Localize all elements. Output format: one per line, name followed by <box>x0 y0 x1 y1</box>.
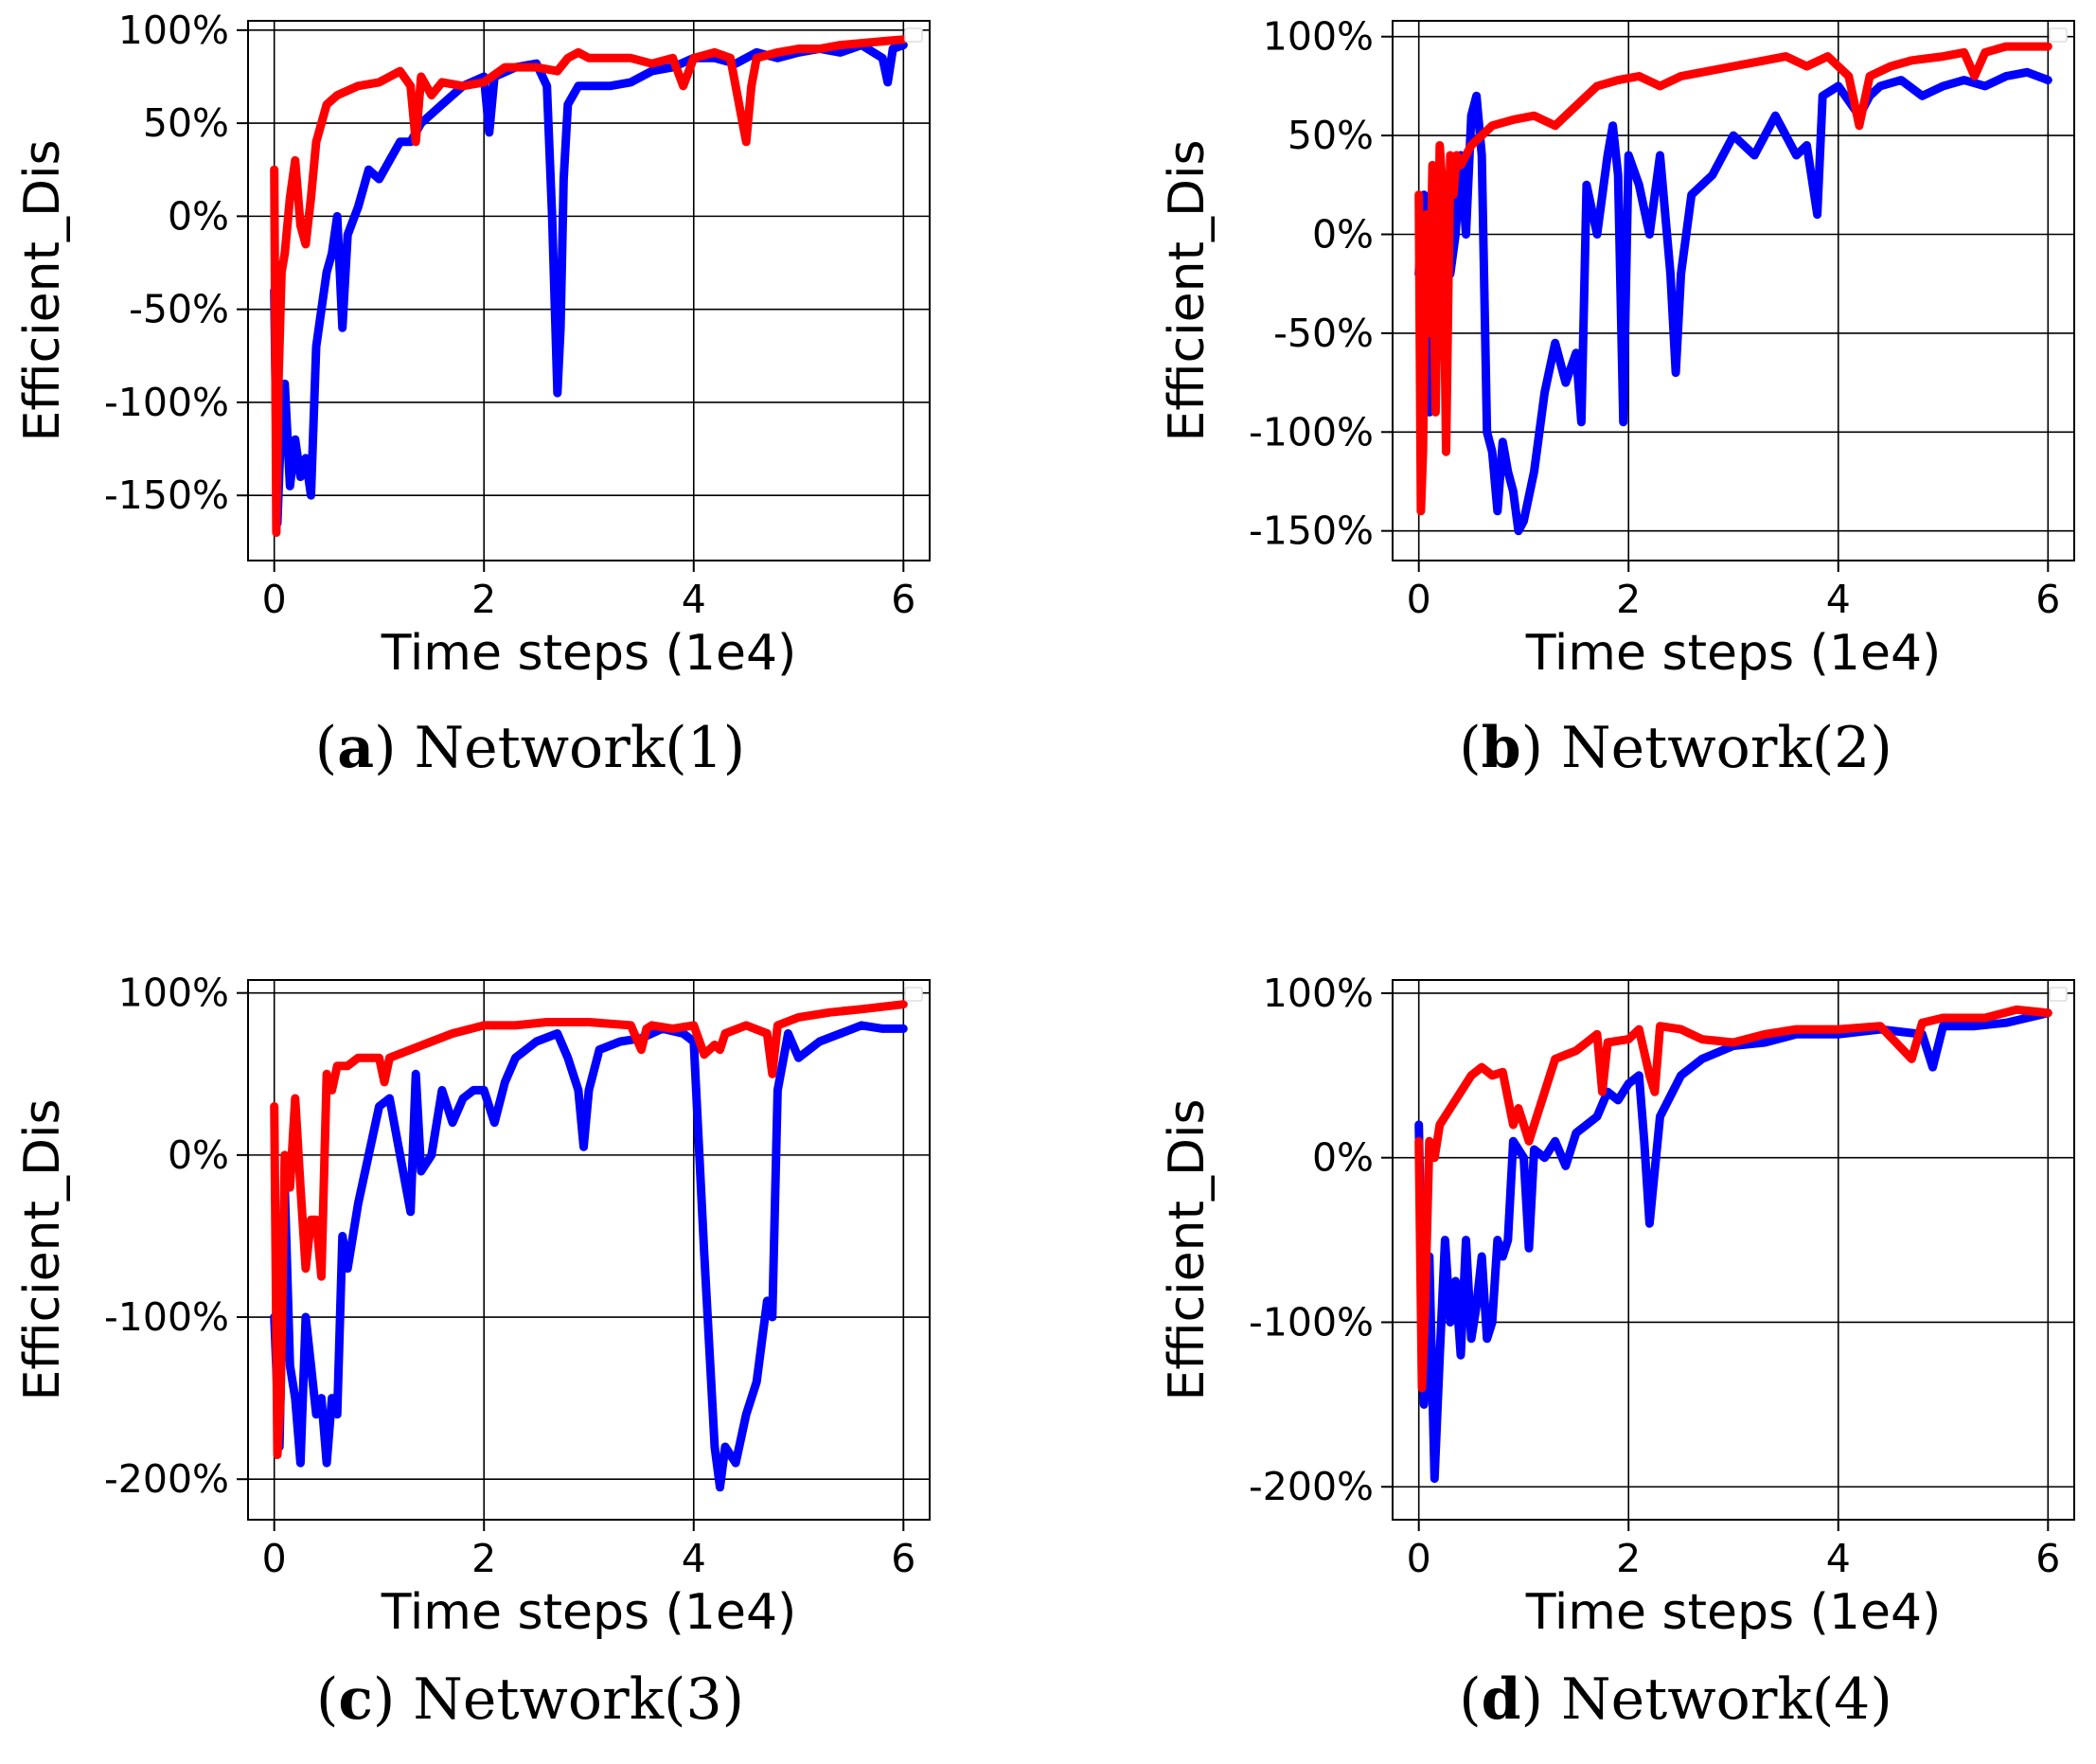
caption-title: Network(2) <box>1561 715 1892 781</box>
panel-caption: (c) Network(3) <box>316 1666 744 1733</box>
y-tick-label: -100% <box>104 380 229 425</box>
y-tick-label: 100% <box>118 971 229 1016</box>
y-tick-label: 0% <box>1312 1135 1374 1181</box>
x-tick-label: 4 <box>1826 577 1851 622</box>
caption-letter: d <box>1482 1666 1521 1733</box>
plot-frame <box>1392 979 2075 1521</box>
series-line-blue <box>270 41 908 528</box>
caption-close-paren: ) <box>1521 1666 1561 1733</box>
y-tick-label: -150% <box>104 472 229 518</box>
y-tick-label: 100% <box>1263 14 1374 60</box>
caption-open-paren: ( <box>315 715 337 781</box>
y-tick-label: -100% <box>104 1294 229 1340</box>
x-tick-label: 2 <box>471 1536 496 1581</box>
series-line-blue <box>1414 67 2052 536</box>
caption-open-paren: ( <box>1459 715 1481 781</box>
legend-box <box>904 27 923 43</box>
x-tick-label: 0 <box>262 1536 287 1581</box>
y-tick-label: 100% <box>118 8 229 53</box>
series-line-blue <box>1414 1008 2052 1484</box>
plot-frame <box>1392 20 2075 561</box>
caption-letter: b <box>1482 715 1521 781</box>
y-tick-label: -50% <box>1273 311 1374 356</box>
x-axis-label: Time steps (1e4) <box>1525 625 1942 682</box>
chart-panel-b: 0 2 4 6 -150% -100% -50% 0% 50% 100% Time steps (1… <box>1159 14 2075 781</box>
panel-caption: (a) Network(1) <box>315 715 745 781</box>
x-tick-label: 6 <box>891 577 915 622</box>
y-axis-label: Efficient_Dis <box>14 1098 71 1400</box>
caption-letter: a <box>337 715 374 781</box>
series-line-red <box>270 1000 908 1459</box>
y-axis-label: Efficient_Dis <box>14 139 71 441</box>
panel-caption: (d) Network(4) <box>1459 1666 1892 1733</box>
x-tick-label: 4 <box>682 577 706 622</box>
x-tick-label: 6 <box>891 1536 915 1581</box>
x-tick-label: 0 <box>1407 1536 1431 1581</box>
x-tick-label: 4 <box>682 1536 706 1581</box>
caption-title: Network(4) <box>1561 1666 1892 1733</box>
y-axis-label: Efficient_Dis <box>1159 1098 1216 1400</box>
chart-panel-a: 0 2 4 6 -150% -100% -50% 0% 50% 100% Time steps (1… <box>14 8 931 781</box>
caption-open-paren: ( <box>316 1666 338 1733</box>
y-tick-label: -100% <box>1249 409 1374 454</box>
y-tick-label: 50% <box>143 100 229 146</box>
plot-frame <box>247 979 931 1521</box>
y-tick-label: -200% <box>1249 1464 1374 1509</box>
x-axis-label: Time steps (1e4) <box>381 1584 797 1641</box>
y-tick-label: -100% <box>1249 1299 1374 1345</box>
legend-box <box>2049 27 2068 43</box>
x-axis-label: Time steps (1e4) <box>381 625 797 682</box>
caption-close-paren: ) <box>373 1666 413 1733</box>
caption-close-paren: ) <box>1521 715 1561 781</box>
caption-title: Network(1) <box>415 715 746 781</box>
y-tick-label: -50% <box>129 287 229 332</box>
y-tick-label: 0% <box>1312 211 1374 257</box>
legend-box <box>2049 987 2068 1002</box>
y-tick-label: -200% <box>104 1456 229 1502</box>
caption-letter: c <box>338 1666 373 1733</box>
x-tick-label: 2 <box>1616 577 1641 622</box>
series-line-blue <box>270 1021 908 1492</box>
caption-close-paren: ) <box>374 715 414 781</box>
plot-frame <box>247 20 931 561</box>
x-tick-label: 4 <box>1826 1536 1851 1581</box>
y-tick-label: -150% <box>1249 508 1374 554</box>
chart-panel-d: 0 2 4 6 -200% -100% 0% 100% Time steps (1e4) Effi… <box>1159 971 2075 1733</box>
y-tick-label: 0% <box>168 1132 229 1178</box>
series-line-red <box>1414 1005 2052 1393</box>
panel-caption: (b) Network(2) <box>1459 715 1892 781</box>
x-tick-label: 2 <box>1616 1536 1641 1581</box>
caption-title: Network(3) <box>413 1666 744 1733</box>
caption-open-paren: ( <box>1459 1666 1481 1733</box>
series-line-red <box>270 35 908 537</box>
chart-panel-c: 0 2 4 6 -200% -100% 0% 100% Time steps (1e4) Effi… <box>14 971 931 1733</box>
legend-box <box>904 987 923 1002</box>
x-tick-label: 6 <box>2035 577 2060 622</box>
y-tick-label: 50% <box>1288 113 1374 158</box>
y-tick-label: 100% <box>1263 971 1374 1016</box>
x-tick-label: 6 <box>2035 1536 2060 1581</box>
x-axis-label: Time steps (1e4) <box>1525 1584 1942 1641</box>
y-axis-label: Efficient_Dis <box>1159 139 1216 441</box>
y-tick-label: 0% <box>168 193 229 239</box>
series-line-red <box>1414 42 2052 516</box>
x-tick-label: 2 <box>471 577 496 622</box>
x-tick-label: 0 <box>1407 577 1431 622</box>
x-tick-label: 0 <box>262 577 287 622</box>
